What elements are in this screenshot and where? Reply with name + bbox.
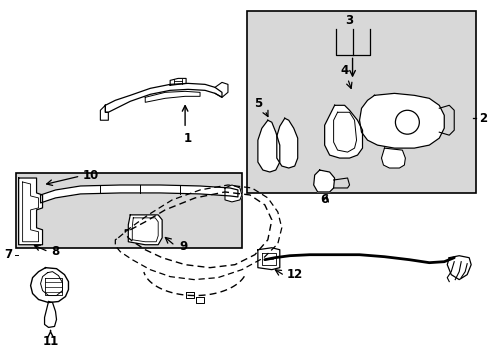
Polygon shape <box>381 148 405 168</box>
Text: 10: 10 <box>82 168 98 181</box>
Polygon shape <box>447 256 470 280</box>
Text: 1: 1 <box>183 132 192 145</box>
Polygon shape <box>276 118 297 168</box>
Polygon shape <box>41 185 238 203</box>
Polygon shape <box>257 120 279 172</box>
Text: 8: 8 <box>51 245 60 258</box>
Polygon shape <box>44 302 57 328</box>
Polygon shape <box>31 268 68 302</box>
Text: 5: 5 <box>253 97 262 110</box>
Polygon shape <box>128 215 162 245</box>
Bar <box>16 173 242 248</box>
Text: 12: 12 <box>286 268 302 281</box>
Text: 3: 3 <box>345 14 353 27</box>
Polygon shape <box>105 84 222 112</box>
Polygon shape <box>100 105 108 120</box>
Text: 4: 4 <box>340 64 348 77</box>
Text: 11: 11 <box>42 335 59 348</box>
Text: 6: 6 <box>320 193 328 206</box>
Polygon shape <box>359 93 444 148</box>
Polygon shape <box>324 105 362 158</box>
Text: 9: 9 <box>179 240 187 253</box>
Polygon shape <box>313 170 334 192</box>
Text: 2: 2 <box>478 112 486 125</box>
Polygon shape <box>257 248 279 270</box>
Bar <box>246 11 475 193</box>
Polygon shape <box>19 178 42 245</box>
Polygon shape <box>224 185 242 202</box>
Polygon shape <box>215 82 227 97</box>
Text: 7: 7 <box>4 248 13 261</box>
